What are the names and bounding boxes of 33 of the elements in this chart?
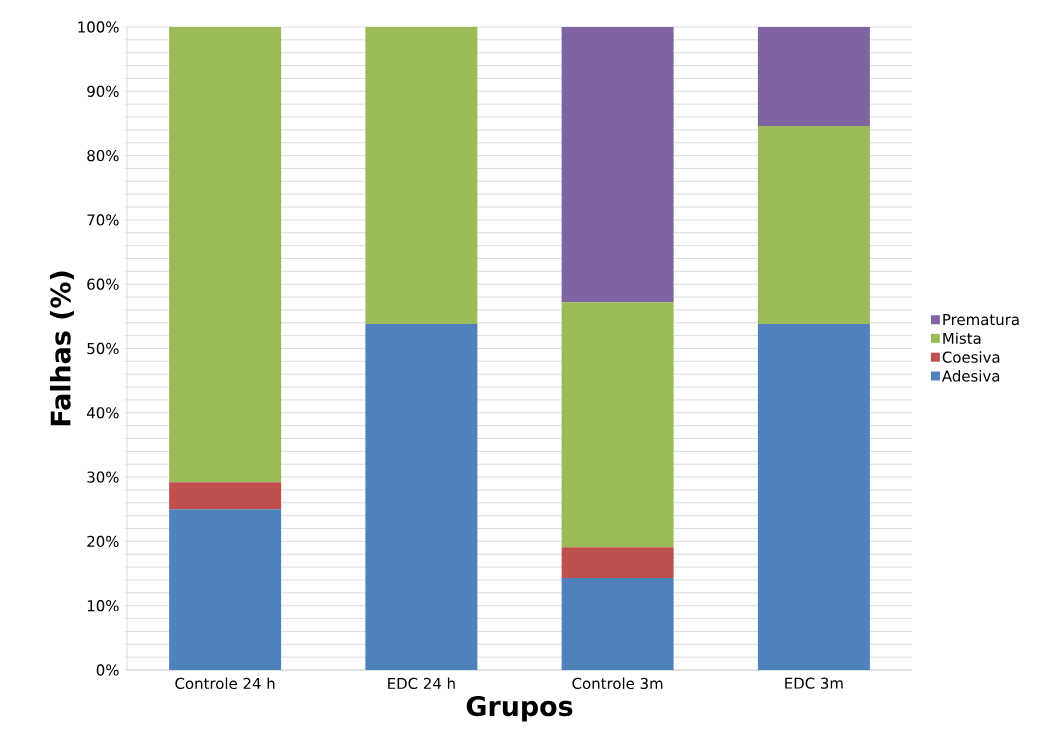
legend-label: Prematura (943, 314, 1019, 326)
y-tick-label: 70% (87, 214, 119, 226)
bar (757, 126, 870, 325)
y-tick-label: 0% (96, 664, 119, 676)
legend-label: Adesiva (942, 370, 1000, 382)
y-tick-label: 30% (87, 471, 119, 483)
y-axis-title: Falhas (%) (49, 271, 74, 426)
x-tick-label: Controle 24 h (175, 677, 275, 690)
legend-label: Coesiva (942, 351, 1000, 363)
y-tick-label: 50% (87, 342, 119, 355)
x-tick-label: EDC 3m (785, 677, 843, 689)
bar (561, 547, 674, 579)
bar (561, 26, 674, 303)
x-tick-label: EDC 24 h (388, 677, 455, 690)
bar (169, 26, 282, 483)
y-tick-label: 80% (87, 149, 119, 162)
bar (169, 509, 282, 670)
y-tick-label: 90% (87, 85, 119, 97)
y-tick-label: 20% (87, 535, 119, 548)
y-tick-label: 100% (78, 21, 119, 33)
x-tick-label: Controle 3m (572, 677, 663, 690)
bar (561, 578, 674, 670)
y-tick-label: 40% (87, 407, 119, 419)
bar (561, 302, 674, 548)
bar (365, 324, 478, 670)
y-tick-label: 60% (87, 278, 119, 290)
x-axis-title: Grupos (466, 695, 573, 722)
bar (757, 324, 870, 670)
bar (169, 482, 282, 510)
y-tick-label: 10% (87, 600, 119, 612)
legend-label: Mista (943, 332, 981, 344)
bar (365, 26, 478, 325)
bar (757, 26, 870, 127)
